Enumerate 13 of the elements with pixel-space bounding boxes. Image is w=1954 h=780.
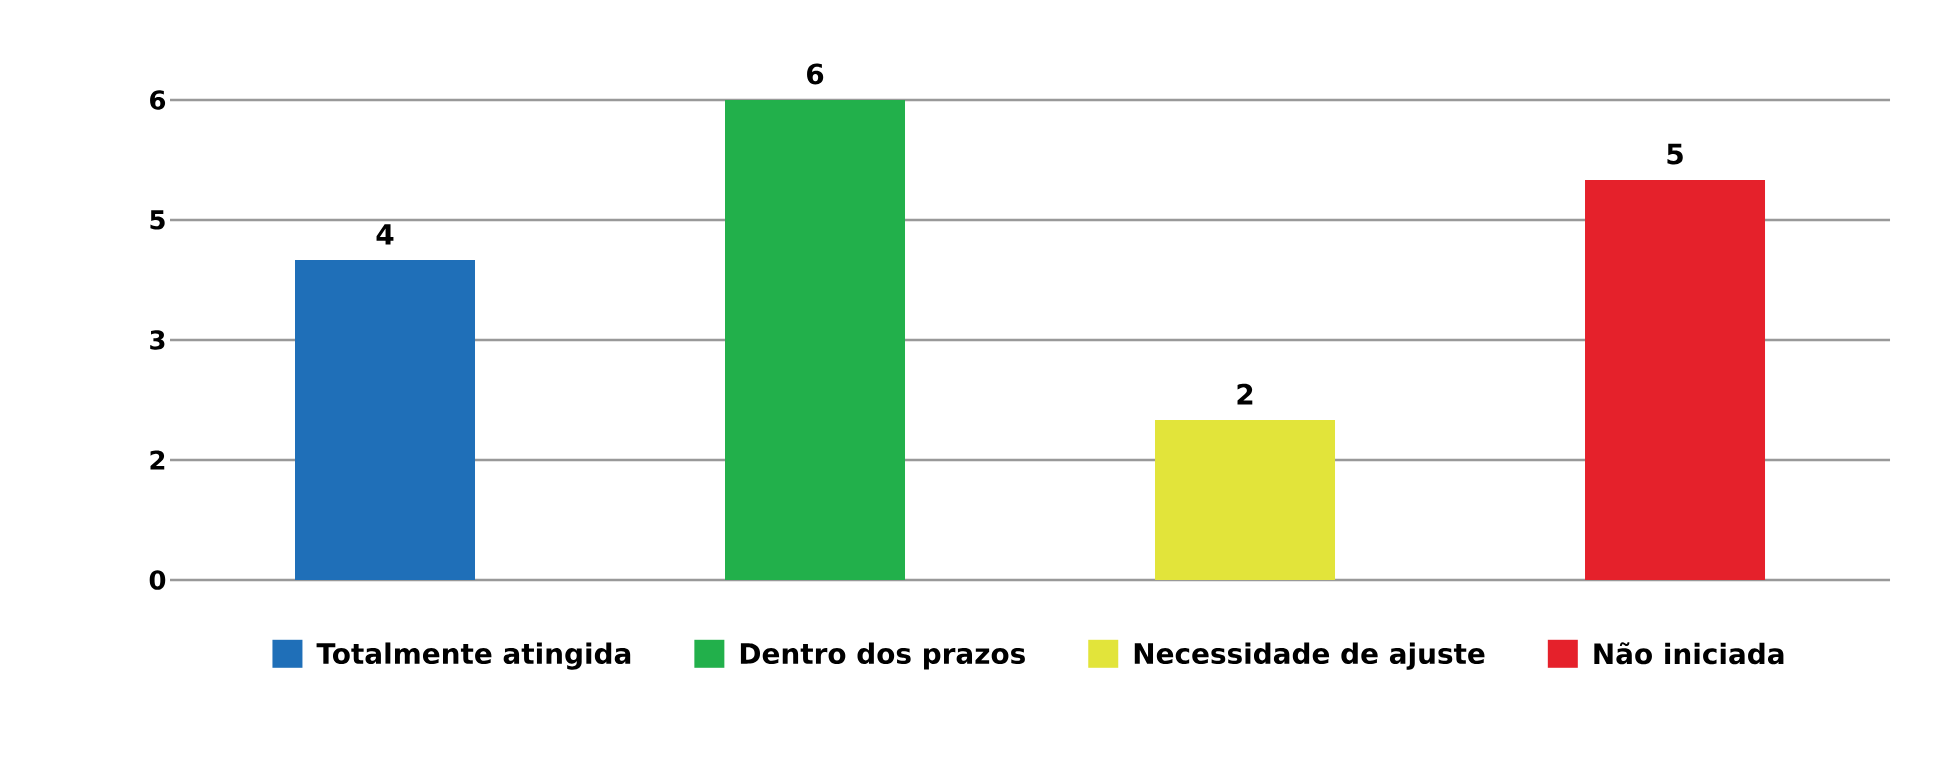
- legend-label: Não iniciada: [1594, 642, 1784, 665]
- y-tick-label: 0: [149, 570, 166, 590]
- y-tick-label: 6: [150, 90, 166, 110]
- legend-label: Totalmente atingida: [316, 642, 631, 670]
- data-label: 5: [1667, 143, 1683, 165]
- data-label: 2: [1237, 383, 1253, 405]
- data-label: 4: [376, 224, 394, 245]
- y-tick-label: 2: [150, 450, 165, 470]
- y-tick-label: 3: [150, 330, 165, 350]
- y-tick-label: 5: [150, 210, 165, 230]
- legend-label: Necessidade de ajuste: [1134, 642, 1485, 670]
- legend-label: Dentro dos prazos: [740, 642, 1025, 670]
- data-label: 6: [807, 63, 824, 85]
